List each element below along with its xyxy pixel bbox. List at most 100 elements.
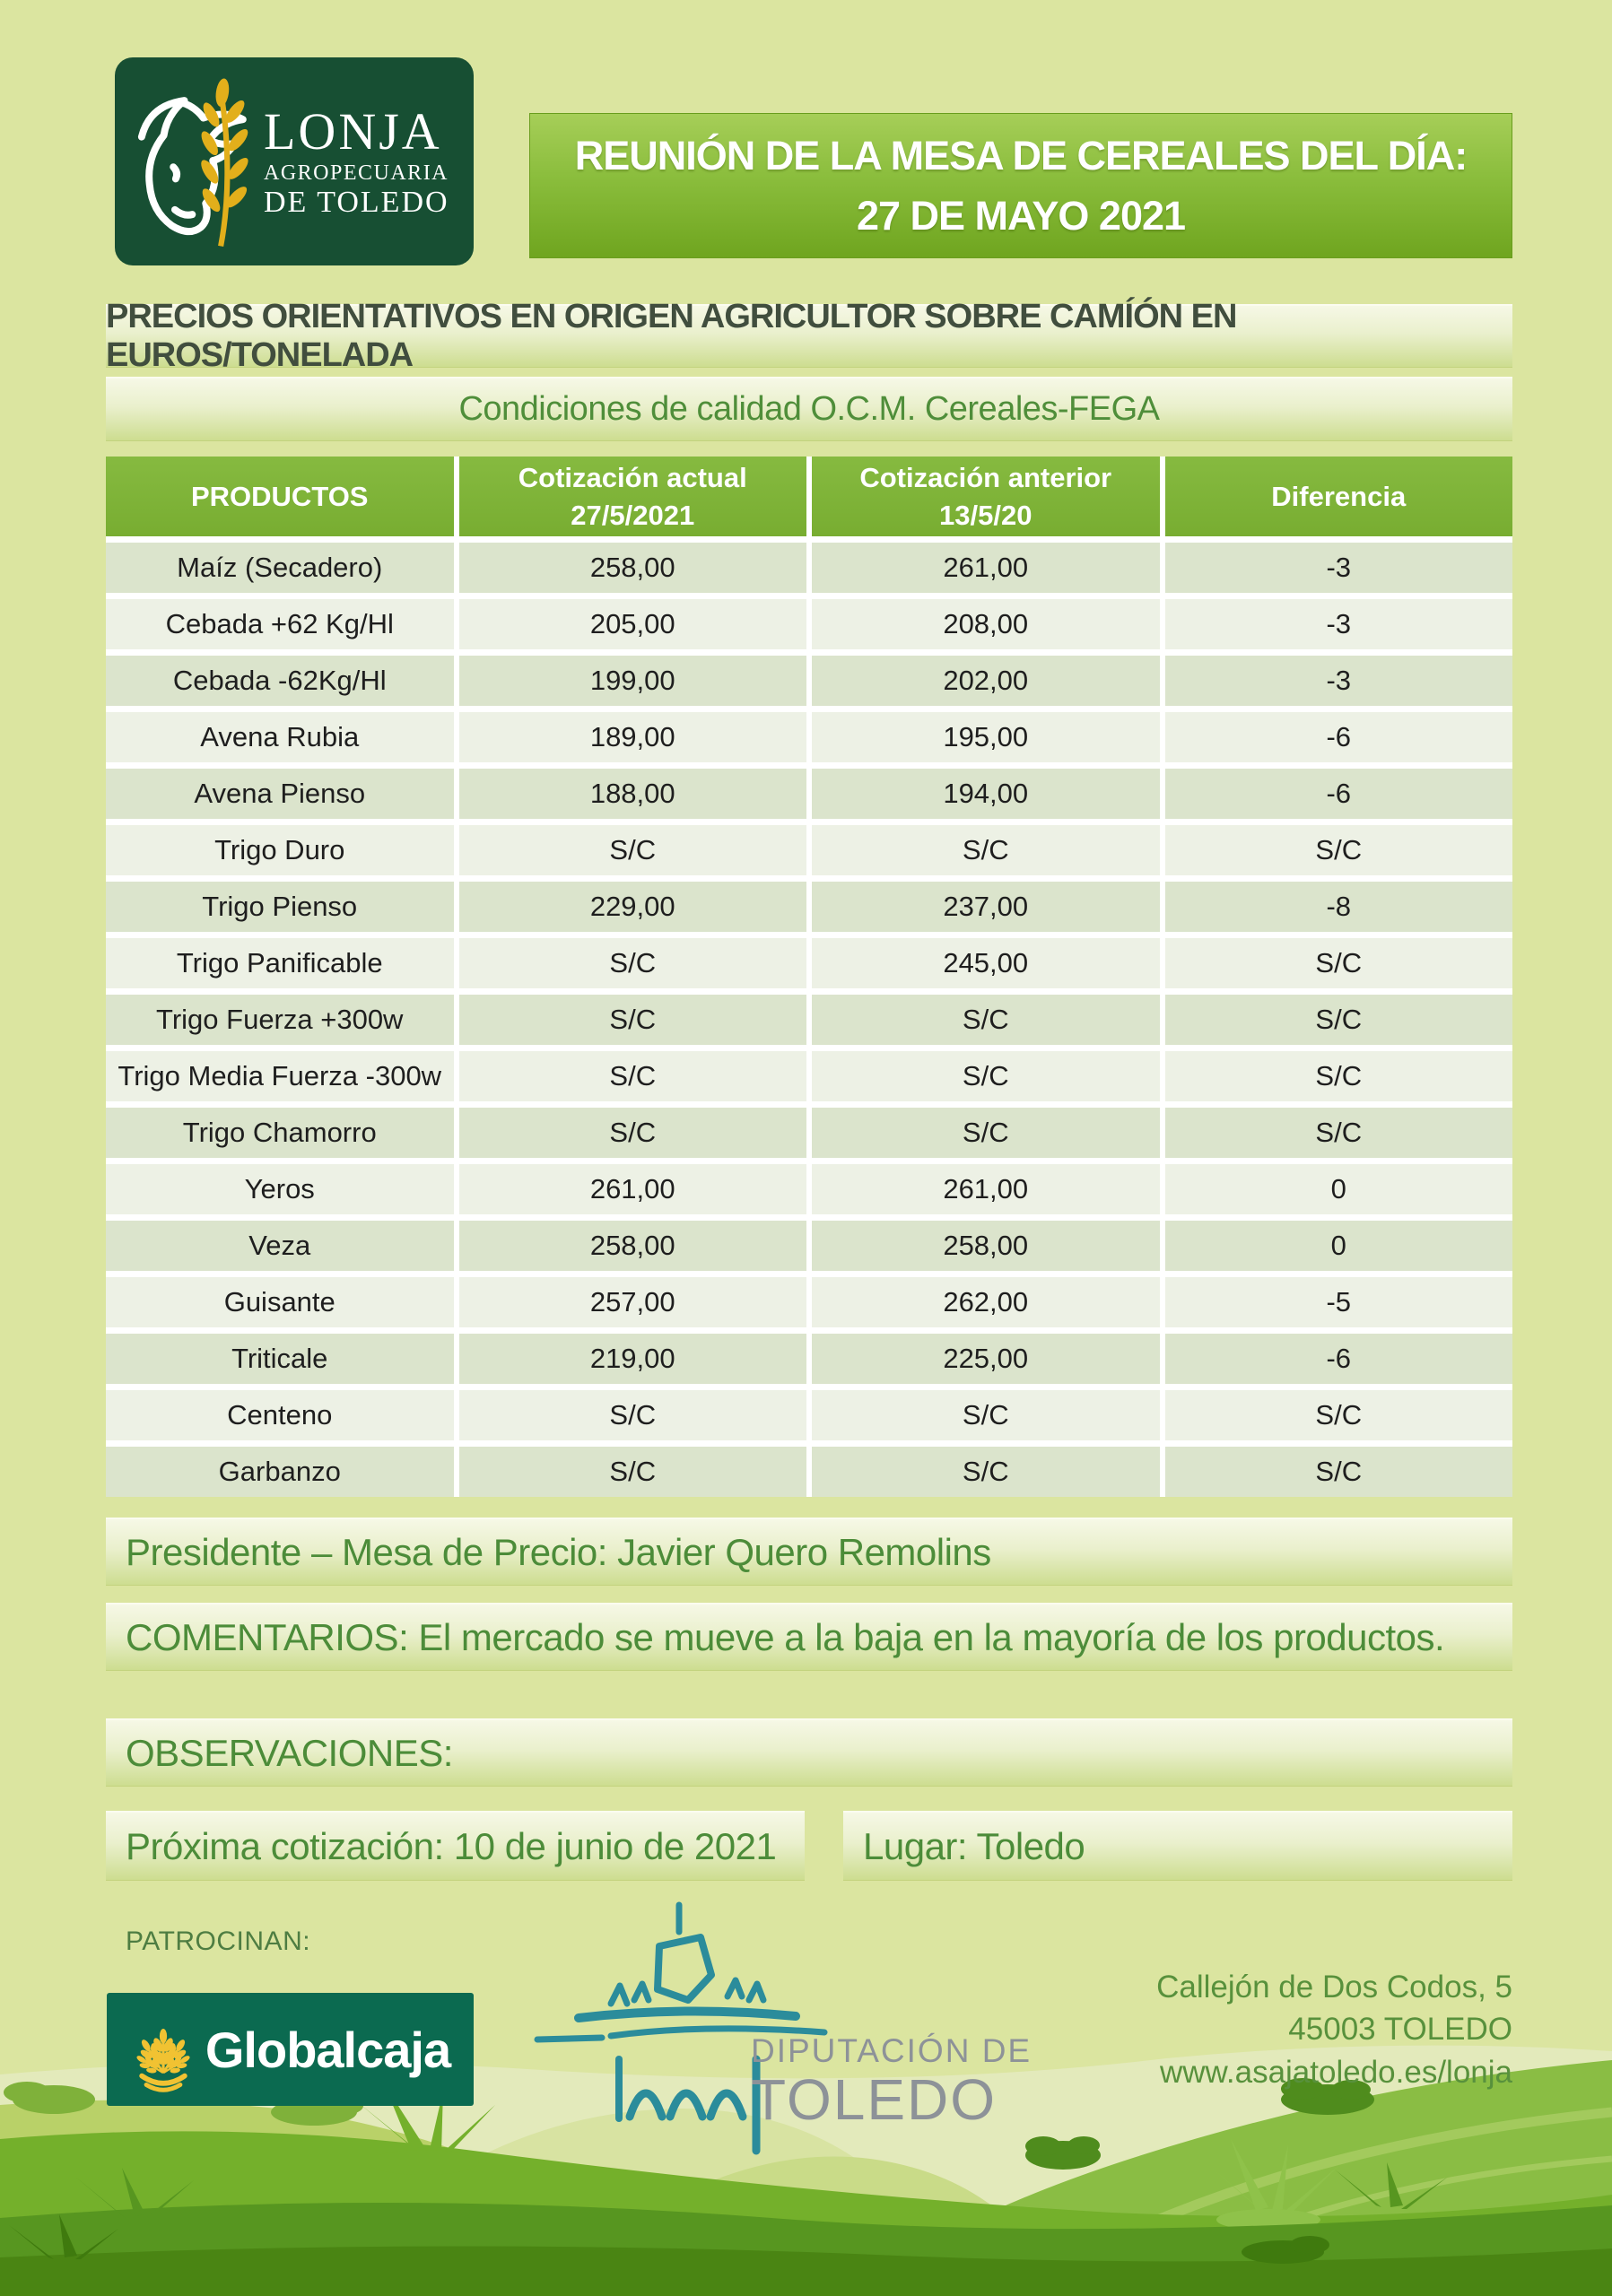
table-cell: -3 <box>1164 599 1512 649</box>
table-cell: 199,00 <box>458 656 806 706</box>
table-cell: 262,00 <box>812 1277 1160 1327</box>
table-cell: 261,00 <box>458 1164 806 1214</box>
lonja-logo: LONJA AGROPECUARIA DE TOLEDO <box>115 57 474 265</box>
table-cell: Trigo Media Fuerza -300w <box>106 1051 454 1101</box>
table-cell: -8 <box>1164 882 1512 932</box>
table-cell: Avena Pienso <box>106 769 454 819</box>
table-cell: S/C <box>812 1390 1160 1440</box>
table-cell: 194,00 <box>812 769 1160 819</box>
table-cell: S/C <box>1164 995 1512 1045</box>
table-cell: 0 <box>1164 1164 1512 1214</box>
address-line-1: Callejón de Dos Codos, 5 <box>1156 1970 1512 2005</box>
presidente-text: Presidente – Mesa de Precio: Javier Quer… <box>126 1530 991 1573</box>
table-cell: S/C <box>458 1108 806 1158</box>
table-cell: Trigo Chamorro <box>106 1108 454 1158</box>
table-header-text: PRODUCTOS <box>190 480 369 512</box>
diputacion-line-1: DIPUTACIÓN DE <box>751 2032 1033 2069</box>
table-cell: S/C <box>458 1447 806 1497</box>
table-cell: Trigo Panificable <box>106 938 454 988</box>
table-cell: S/C <box>812 825 1160 875</box>
table-cell: Avena Rubia <box>106 712 454 762</box>
table-cell: 261,00 <box>812 1164 1160 1214</box>
lonja-logo-subtitle2: DE TOLEDO <box>264 185 449 219</box>
table-header-cell: Cotización actual 27/5/2021 <box>458 457 806 536</box>
table-cell: S/C <box>812 995 1160 1045</box>
table-cell: 258,00 <box>812 1221 1160 1271</box>
table-cell: Trigo Duro <box>106 825 454 875</box>
globalcaja-logo: Globalcaja <box>107 1993 474 2106</box>
address-line-2: 45003 TOLEDO <box>1288 2012 1512 2048</box>
globalcaja-label: Globalcaja <box>205 2021 451 2078</box>
banner-line-1: REUNIÓN DE LA MESA DE CEREALES DEL DÍA: <box>574 132 1468 178</box>
table-cell: S/C <box>1164 1390 1512 1440</box>
diputacion-line-2: TOLEDO <box>751 2067 997 2132</box>
table-cell: S/C <box>1164 1108 1512 1158</box>
table-cell: 245,00 <box>812 938 1160 988</box>
title-bar: PRECIOS ORIENTATIVOS EN ORIGEN AGRICULTO… <box>106 298 1512 374</box>
observaciones-text: OBSERVACIONES: <box>126 1731 453 1774</box>
table-cell: S/C <box>1164 1447 1512 1497</box>
table-cell: S/C <box>458 1051 806 1101</box>
table-cell: -6 <box>1164 769 1512 819</box>
table-header-cell: Cotización anterior 13/5/20 <box>812 457 1160 536</box>
table-cell: 205,00 <box>458 599 806 649</box>
table-cell: 0 <box>1164 1221 1512 1271</box>
comentarios-text: COMENTARIOS: El mercado se mueve a la ba… <box>126 1615 1445 1658</box>
lugar-text: Lugar: Toledo <box>863 1824 1085 1867</box>
price-table: PRODUCTOS Cotización actual 27/5/2021 Cotiz… <box>106 457 1512 1497</box>
lonja-logo-subtitle1: AGROPECUARIA <box>264 161 449 185</box>
diputacion-logo: DIPUTACIÓN DE TOLEDO <box>525 1892 1045 2157</box>
table-cell: Triticale <box>106 1334 454 1384</box>
table-cell: Trigo Fuerza +300w <box>106 995 454 1045</box>
table-cell: 202,00 <box>812 656 1160 706</box>
table-cell: S/C <box>812 1051 1160 1101</box>
patrocinan-label: PATROCINAN: <box>126 1926 311 1956</box>
landscape-hills-illustration <box>0 2045 1612 2296</box>
table-header-cell: Diferencia <box>1164 457 1512 536</box>
title-text: PRECIOS ORIENTATIVOS EN ORIGEN AGRICULTO… <box>106 298 1237 374</box>
comentarios-bar: COMENTARIOS: El mercado se mueve a la ba… <box>106 1603 1512 1671</box>
table-cell: S/C <box>458 995 806 1045</box>
table-cell: 257,00 <box>458 1277 806 1327</box>
bull-wheat-icon <box>137 78 248 247</box>
table-cell: -6 <box>1164 1334 1512 1384</box>
table-cell: S/C <box>1164 825 1512 875</box>
table-cell: Guisante <box>106 1277 454 1327</box>
proxima-cotizacion-bar: Próxima cotización: 10 de junio de 2021 <box>106 1811 805 1881</box>
header-banner: REUNIÓN DE LA MESA DE CEREALES DEL DÍA: … <box>529 113 1512 258</box>
table-cell: Veza <box>106 1221 454 1271</box>
wheat-icon <box>132 2028 195 2092</box>
table-cell: Yeros <box>106 1164 454 1214</box>
table-cell: S/C <box>458 825 806 875</box>
table-cell: Garbanzo <box>106 1447 454 1497</box>
observaciones-bar: OBSERVACIONES: <box>106 1718 1512 1787</box>
address-line-3: www.asajatoledo.es/lonja <box>1159 2054 1512 2090</box>
table-cell: -6 <box>1164 712 1512 762</box>
table-cell: 225,00 <box>812 1334 1160 1384</box>
presidente-bar: Presidente – Mesa de Precio: Javier Quer… <box>106 1518 1512 1586</box>
table-header-text: 27/5/2021 <box>571 499 695 531</box>
table-header-text: Cotización anterior <box>859 461 1112 493</box>
table-cell: 208,00 <box>812 599 1160 649</box>
subtitle-text: Condiciones de calidad O.C.M. Cereales-F… <box>458 390 1160 428</box>
toledo-building-icon <box>534 1901 828 2155</box>
table-cell: 195,00 <box>812 712 1160 762</box>
table-cell: Trigo Pienso <box>106 882 454 932</box>
tree-icon <box>1025 2078 1374 2170</box>
table-cell: -3 <box>1164 656 1512 706</box>
table-cell: Cebada -62Kg/Hl <box>106 656 454 706</box>
table-cell: 237,00 <box>812 882 1160 932</box>
table-header-cell: PRODUCTOS <box>106 457 454 536</box>
lugar-bar: Lugar: Toledo <box>843 1811 1512 1881</box>
table-cell: -3 <box>1164 543 1512 593</box>
table-cell: 229,00 <box>458 882 806 932</box>
banner-line-2: 27 DE MAYO 2021 <box>856 193 1186 239</box>
table-cell: Cebada +62 Kg/Hl <box>106 599 454 649</box>
table-cell: S/C <box>812 1108 1160 1158</box>
table-cell: Maíz (Secadero) <box>106 543 454 593</box>
table-cell: S/C <box>812 1447 1160 1497</box>
table-cell: 258,00 <box>458 1221 806 1271</box>
table-cell: S/C <box>1164 938 1512 988</box>
address-block: Callejón de Dos Codos, 5 45003 TOLEDO ww… <box>1156 1966 1512 2093</box>
